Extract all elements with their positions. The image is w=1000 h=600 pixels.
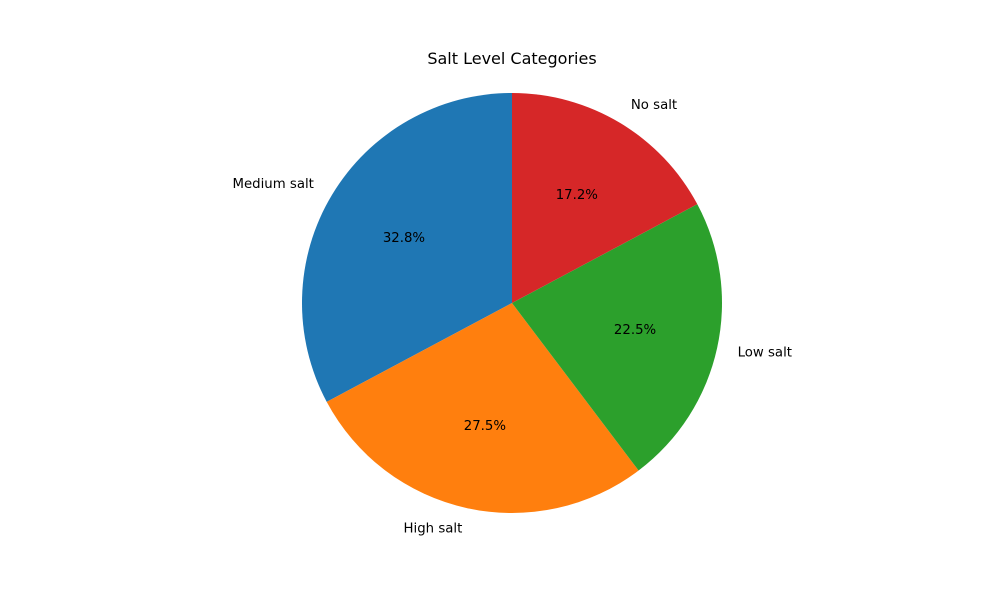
pie-slice-high-salt [326, 303, 639, 513]
slice-label: Low salt [738, 346, 792, 361]
slice-label: No salt [631, 98, 677, 113]
slice-label: High salt [404, 522, 463, 537]
pie-slice-medium-salt [301, 93, 512, 402]
pie-slice-no-salt [512, 93, 698, 303]
slice-percent-label: 32.8% [383, 231, 425, 246]
slice-percent-label: 17.2% [556, 188, 598, 203]
slice-label: Medium salt [233, 177, 314, 192]
slice-percent-label: 27.5% [464, 419, 506, 434]
slice-percent-label: 22.5% [614, 323, 656, 338]
pie-slice-low-salt [512, 204, 722, 471]
pie-slices [301, 93, 722, 513]
pie-labels: Medium salt 32.8% High salt 27.5% Low salt 22… [233, 98, 792, 537]
chart-title: Salt Level Categories [427, 49, 596, 68]
